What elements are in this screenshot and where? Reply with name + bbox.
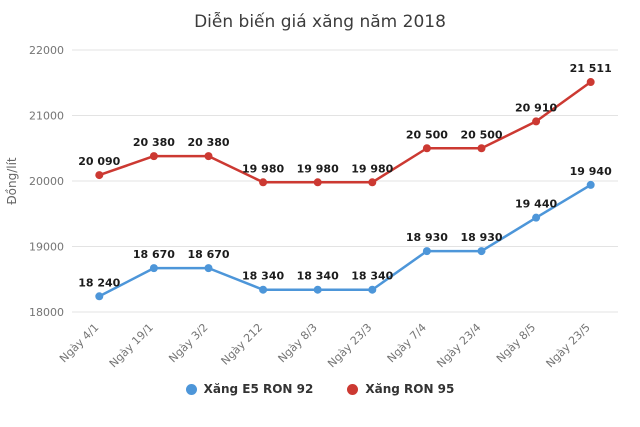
line-chart: 18000 19000 20000 21000 22000 Đồng/lít Ngày 4/… xyxy=(5,44,618,370)
legend-marker-icon xyxy=(347,383,359,395)
y-axis-tick-label: 21000 xyxy=(29,110,64,123)
chart-legend: Xăng E5 RON 92 Xăng RON 95 xyxy=(0,382,640,396)
legend-item: Xăng E5 RON 92 xyxy=(185,382,314,396)
data-point-label: 18 340 xyxy=(297,270,339,283)
data-point xyxy=(532,213,541,222)
x-axis-tick-label: Ngày 23/4 xyxy=(434,321,483,370)
y-axis-tick-label: 22000 xyxy=(29,44,64,57)
data-point-label: 20 910 xyxy=(515,101,557,114)
data-point xyxy=(95,171,104,180)
legend-label: Xăng E5 RON 92 xyxy=(203,382,314,396)
data-point xyxy=(95,292,104,301)
data-point-label: 19 980 xyxy=(242,162,284,175)
y-axis-tick-label: 18000 xyxy=(29,306,64,319)
data-point xyxy=(586,180,595,189)
data-point-label: 20 500 xyxy=(460,128,502,141)
x-axis-tick-label: Ngày 23/5 xyxy=(544,321,593,370)
x-axis-tick-label: Ngày 7/4 xyxy=(385,321,429,365)
data-point-label: 18 930 xyxy=(460,231,502,244)
y-axis-title: Đồng/lít xyxy=(5,157,19,205)
x-axis-tick-label: Ngày 3/2 xyxy=(166,321,210,365)
data-point-label: 21 511 xyxy=(570,62,612,75)
data-point-label: 20 380 xyxy=(187,136,229,149)
y-axis-tick-label: 19000 xyxy=(29,241,64,254)
data-point-label: 20 500 xyxy=(406,128,448,141)
data-point-label: 18 240 xyxy=(78,276,120,289)
data-point xyxy=(259,285,268,294)
data-point-label: 20 380 xyxy=(133,136,175,149)
data-point xyxy=(204,152,213,161)
data-point xyxy=(422,144,431,153)
x-axis-tick-label: Ngày 8/5 xyxy=(494,321,538,365)
legend-marker-icon xyxy=(185,383,197,395)
data-point-label: 18 670 xyxy=(133,248,175,261)
y-axis-tick-label: 20000 xyxy=(29,175,64,188)
data-point-label: 19 440 xyxy=(515,198,557,211)
x-axis-tick-label: Ngày 4/1 xyxy=(57,321,101,365)
x-axis-tick-label: Ngày 8/3 xyxy=(276,321,320,365)
data-point xyxy=(477,144,486,153)
data-point xyxy=(204,264,213,273)
data-point-label: 19 940 xyxy=(570,165,612,178)
data-point-label: 18 670 xyxy=(187,248,229,261)
x-axis-tick-label: Ngày 23/3 xyxy=(325,321,374,370)
data-point xyxy=(422,247,431,256)
data-point xyxy=(532,117,541,126)
data-point xyxy=(259,178,268,187)
data-point-label: 19 980 xyxy=(351,162,393,175)
data-point xyxy=(477,247,486,256)
data-point xyxy=(368,178,377,187)
data-point xyxy=(313,178,322,187)
data-point-label: 18 340 xyxy=(351,270,393,283)
series-line xyxy=(98,80,592,184)
x-axis-tick-label: Ngày 212 xyxy=(219,321,266,368)
data-point xyxy=(368,285,377,294)
data-point xyxy=(149,264,158,273)
data-point-label: 20 090 xyxy=(78,155,120,168)
chart-title: Diễn biến giá xăng năm 2018 xyxy=(194,12,446,32)
series-line xyxy=(98,183,592,298)
legend-label: Xăng RON 95 xyxy=(365,382,455,396)
data-point-label: 18 340 xyxy=(242,270,284,283)
data-point-label: 19 980 xyxy=(297,162,339,175)
legend-item: Xăng RON 95 xyxy=(347,382,454,396)
data-point xyxy=(586,78,595,87)
data-point xyxy=(313,285,322,294)
x-axis-tick-label: Ngày 19/1 xyxy=(107,321,156,370)
data-point-label: 18 930 xyxy=(406,231,448,244)
data-point xyxy=(149,152,158,161)
